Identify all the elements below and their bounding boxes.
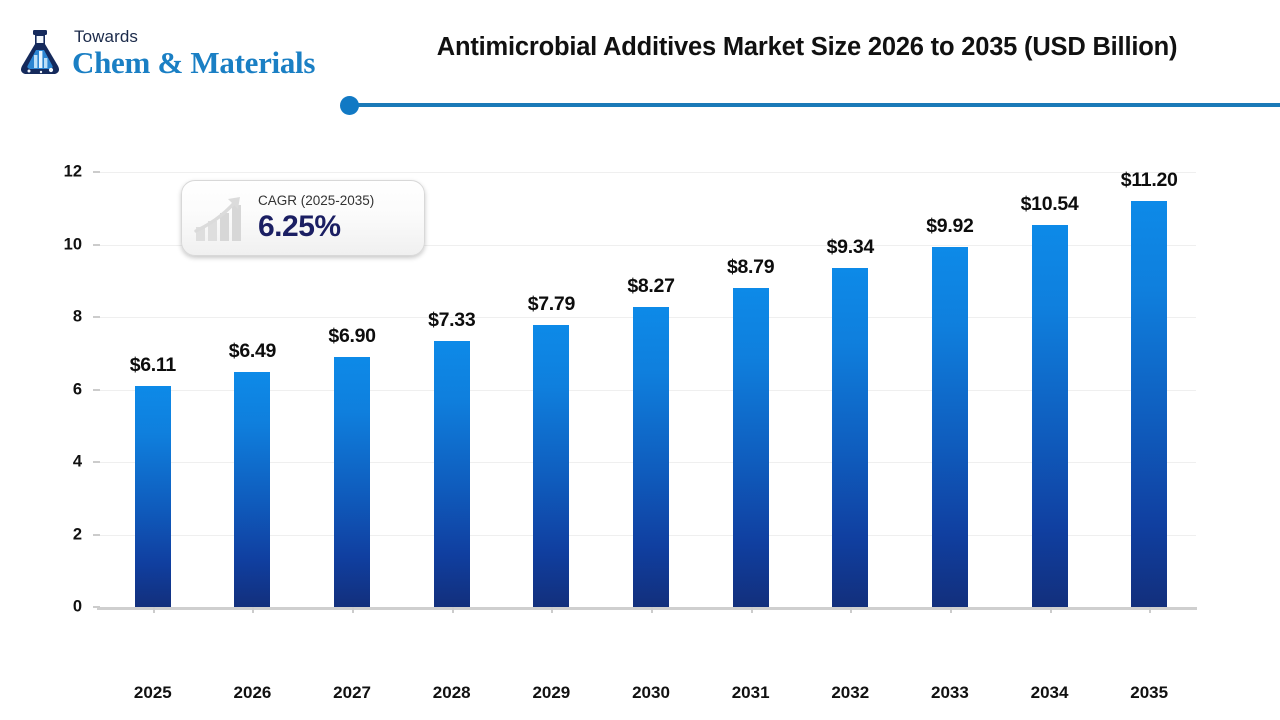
divider-dot-icon	[340, 96, 359, 115]
cagr-text-group: CAGR (2025-2035) 6.25%	[254, 193, 374, 242]
cagr-label: CAGR (2025-2035)	[258, 193, 375, 209]
y-axis-tick-label: 0	[72, 597, 82, 616]
x-axis-tick-mark	[551, 607, 554, 613]
x-axis-tick-mark	[651, 607, 653, 613]
y-axis-tick-label: 8	[72, 307, 82, 326]
bar-2031[interactable]	[732, 288, 769, 607]
y-axis-tick-mark	[93, 171, 100, 173]
x-axis-label-2034: 2034	[1030, 683, 1069, 702]
bar-value-label: $6.90	[328, 324, 376, 347]
y-axis-tick-label: 2	[72, 525, 82, 543]
x-axis-label-2035: 2035	[1130, 683, 1169, 702]
header: Towards Chem & Materials Antimicrobial A…	[0, 0, 1280, 115]
y-axis-tick-label: 6	[72, 380, 82, 398]
bar-value-label: $11.20	[1120, 169, 1178, 191]
cagr-badge: CAGR (2025-2035) 6.25%	[181, 180, 425, 256]
bar-value-label: $10.54	[1020, 192, 1079, 215]
y-axis-tick-mark	[93, 606, 100, 608]
y-axis-tick-label: 12	[63, 162, 82, 181]
x-axis-label-2027: 2027	[333, 683, 371, 702]
bar-value-label: $8.79	[726, 256, 775, 279]
cagr-value: 6.25%	[258, 209, 341, 243]
bar-value-label: $8.27	[627, 275, 675, 298]
chart-container: 0 2 4 6 8 10 12 $6.11 2025 $6.49 2026 $6.90 2027 $7.3…	[0, 112, 1280, 720]
x-axis-tick-mark	[451, 607, 454, 613]
y-axis-tick-mark	[93, 533, 100, 536]
bar-2029[interactable]	[533, 324, 570, 607]
bar-2027[interactable]	[334, 356, 371, 607]
y-axis-tick-label: 10	[63, 235, 82, 253]
brand-logo: Towards Chem & Materials	[16, 28, 315, 78]
bar-value-label: $6.49	[228, 339, 277, 362]
gridline	[100, 172, 1196, 173]
brand-wordmark: Towards Chem & Materials	[72, 28, 315, 78]
x-axis-label-2030: 2030	[632, 683, 670, 702]
x-axis-line	[97, 607, 1197, 610]
bar-2033[interactable]	[931, 247, 968, 607]
bar-2032[interactable]	[832, 268, 869, 607]
x-axis-label-2025: 2025	[133, 683, 172, 702]
x-axis-tick-mark	[252, 607, 255, 613]
bar-value-label: $9.34	[826, 236, 875, 259]
x-axis-label-2028: 2028	[432, 683, 471, 702]
x-axis-tick-mark	[1049, 607, 1052, 613]
bar-value-label: $7.79	[527, 292, 576, 315]
brand-line-towards: Towards	[74, 27, 139, 46]
y-axis-tick-mark	[93, 388, 100, 391]
bar-2034[interactable]	[1031, 224, 1068, 607]
x-axis-tick-mark	[152, 607, 155, 613]
brand-line-chem-materials: Chem & Materials	[72, 45, 316, 80]
x-axis-label-2031: 2031	[731, 683, 770, 702]
bar-chart-growth-icon	[192, 191, 254, 245]
x-axis-tick-mark	[949, 607, 952, 613]
flask-icon	[16, 28, 64, 78]
bar-value-label: $9.92	[926, 215, 974, 238]
x-axis-tick-mark	[352, 607, 355, 613]
plot-area: 0 2 4 6 8 10 12 $6.11 2025 $6.49 2026 $6.90 2027 $7.3…	[64, 163, 1197, 702]
bar-2035[interactable]	[1131, 201, 1168, 607]
header-divider	[340, 94, 1280, 116]
x-axis-tick-mark	[850, 607, 853, 613]
x-axis-tick-mark	[750, 607, 753, 613]
page-title: Antimicrobial Additives Market Size 2026…	[436, 33, 1178, 61]
bar-value-label: $7.33	[428, 309, 476, 332]
x-axis-label-2026: 2026	[233, 683, 272, 702]
x-axis-label-2029: 2029	[532, 683, 571, 702]
y-axis-tick-label: 4	[72, 452, 82, 471]
bar-2025[interactable]	[134, 385, 171, 607]
bar-value-label: $6.11	[129, 353, 177, 376]
x-axis-label-2033: 2033	[930, 683, 969, 702]
y-axis-tick-mark	[93, 461, 100, 463]
bar-2028[interactable]	[433, 341, 470, 607]
bar-2030[interactable]	[633, 307, 669, 607]
gridline	[100, 244, 1196, 246]
x-axis-tick-mark	[1149, 607, 1152, 613]
x-axis-label-2032: 2032	[831, 683, 870, 702]
divider-line	[352, 103, 1280, 107]
bar-2026[interactable]	[234, 371, 271, 607]
y-axis-tick-mark	[93, 316, 100, 318]
y-axis-tick-mark	[93, 243, 100, 246]
